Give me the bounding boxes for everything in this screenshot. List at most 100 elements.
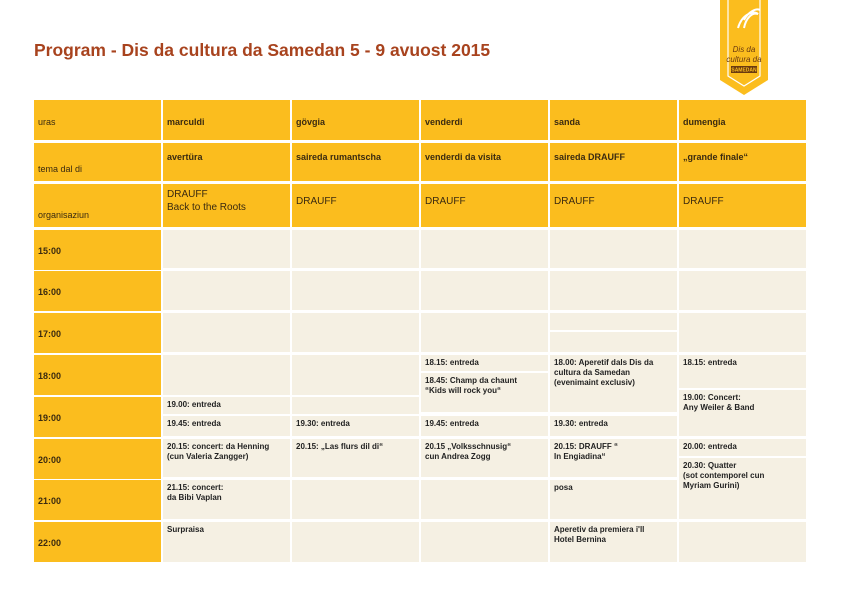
text: tema dal di [38,164,83,174]
day-theme: saireda DRAUFF [550,143,677,181]
empty-cell [679,230,806,268]
empty-cell [292,480,419,519]
event: 19.00: Concert: Any Weiler & Band [679,390,806,436]
event: 18.00: Aperetif dals Dis da cultura da Sa… [550,355,677,412]
text: 17:00 [38,329,62,339]
text: 18.15: entreda [425,358,479,367]
event: 20.15: DRAUFF “In Engiadina“ [550,439,677,477]
empty-cell [679,313,806,352]
text: sanda [554,117,581,127]
text: DRAUFF [425,196,466,207]
text: 19:00 [38,413,62,423]
event: 20.30: Quatter (sot contemporel cun Myriam… [679,458,806,519]
empty-cell [679,522,806,562]
text: “Kids will rock you“ [425,386,502,395]
text: 20.15: „Las flurs dil di“ [296,442,384,451]
text: 16:00 [38,287,62,297]
text: Myriam Gurini) [683,481,740,490]
empty-cell [292,397,419,414]
text: (cun Valeria Zangger) [167,452,249,461]
text: 20:00 [38,455,62,465]
event: 18.15: entreda [421,355,548,371]
text: 18.15: entreda [683,358,737,367]
logo-place: SAMEDAN [731,68,757,74]
text: 20.00: entreda [683,442,737,451]
time-label: 16:00 [34,271,161,311]
text: da Bibi Vaplan [167,493,222,502]
text: 19.30: entreda [296,419,350,428]
event: Aperetiv da premiera i'll Hotel Bernina [550,522,677,562]
event: 19.30: entreda [550,416,677,436]
empty-cell [550,271,677,310]
text: venderdi da visita [425,152,502,162]
day-name: venderdi [421,100,548,140]
text: venderdi [425,117,463,127]
empty-cell [421,271,548,310]
text: gövgia [296,117,326,127]
event: 18.45: Champ da chaunt “Kids will rock yo… [421,373,548,412]
text: 18.00: Aperetif dals Dis da [554,358,654,367]
text: 19.45: entreda [425,419,479,428]
text: cultura da Samedan [554,368,631,377]
text: DRAUFF [683,196,724,207]
text: Surpraisa [167,525,204,534]
event: 19.30: entreda [292,416,419,436]
event: Surpraisa [163,522,290,562]
row-label: tema dal di [34,143,161,181]
text: 22:00 [38,538,62,548]
event: 20.15: concert: da Henning (cun Valeria Z… [163,439,290,477]
text: 19.00: Concert: [683,393,741,402]
text: 19.30: entreda [554,419,608,428]
text: 15:00 [38,246,62,256]
text: Any Weiler & Band [683,403,755,412]
event: 19.00: entreda [163,397,290,414]
text: posa [554,483,573,492]
empty-cell [292,271,419,310]
text: organisaziun [38,210,90,220]
empty-cell [679,271,806,310]
text: saireda DRAUFF [554,152,626,162]
time-label: 21:00 [34,480,161,520]
day-name: gövgia [292,100,419,140]
empty-cell [421,313,548,352]
empty-cell [292,313,419,352]
day-organizer: DRAUFF [550,184,677,227]
text: (evenimaint exclusiv) [554,378,635,387]
text: DRAUFF [167,189,208,200]
text: 21.15: concert: [167,483,224,492]
event: 21.15: concert: da Bibi Vaplan [163,480,290,519]
text: In Engiadina“ [554,452,606,461]
event: 19.45: entreda [421,416,548,436]
text: 19.00: entreda [167,400,221,409]
day-theme: avertüra [163,143,290,181]
text: cun Andrea Zogg [425,452,491,461]
text: Back to the Roots [167,202,246,213]
row-label: uras [34,100,161,140]
empty-cell [421,230,548,268]
logo-text: Dis da [733,45,756,54]
text: avertüra [167,152,203,162]
event: 20.00: entreda [679,439,806,456]
event: 18.15: entreda [679,355,806,388]
text: „grande finale“ [683,152,749,162]
text: 21:00 [38,496,62,506]
event: 20.15: „Las flurs dil di“ [292,439,419,477]
text: (sot contemporel cun [683,471,765,480]
text: 20.15: concert: da Henning [167,442,270,451]
text: dumengia [683,117,726,127]
logo-text: cultura da [726,55,762,64]
time-label: 20:00 [34,439,161,479]
event: posa [550,480,677,519]
day-organizer: DRAUFF Back to the Roots [163,184,290,227]
time-label: 17:00 [34,313,161,353]
day-theme: venderdi da visita [421,143,548,181]
text: Hotel Bernina [554,535,607,544]
time-label: 15:00 [34,230,161,270]
logo: Dis da cultura da SAMEDAN [720,0,768,95]
day-theme: saireda rumantscha [292,143,419,181]
text: 20.15 „Volksschnusig“ [425,442,512,451]
day-name: sanda [550,100,677,140]
day-name: marculdi [163,100,290,140]
text: 18.45: Champ da chaunt [425,376,518,385]
